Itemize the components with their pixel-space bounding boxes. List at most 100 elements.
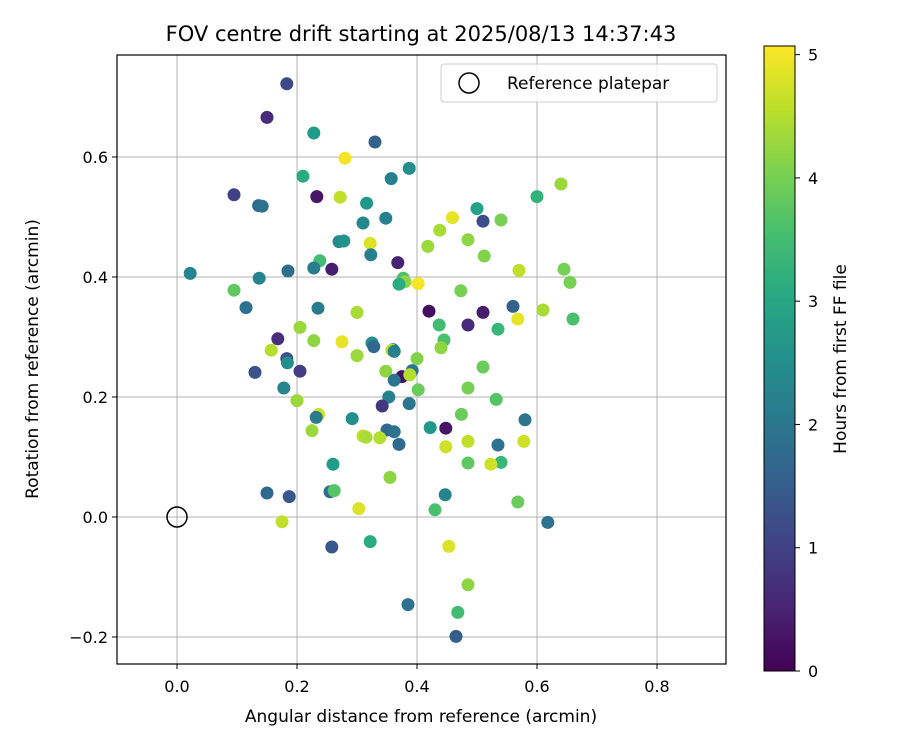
x-axis-label: Angular distance from reference (arcmin) (245, 707, 597, 727)
data-point (325, 262, 339, 276)
data-point (434, 341, 448, 355)
data-point (422, 304, 436, 318)
data-point (428, 503, 442, 517)
colorbar-ticks: 0 1 2 3 4 5 (795, 46, 818, 681)
data-point (476, 360, 490, 374)
data-point (438, 488, 452, 502)
colorbar-tick-label: 4 (808, 169, 818, 188)
y-tick-label: 0.2 (83, 388, 108, 407)
data-point (310, 190, 324, 204)
data-point (280, 356, 294, 370)
data-point (375, 399, 389, 413)
data-point (511, 312, 525, 326)
x-tick-label: 0.8 (644, 677, 669, 696)
data-point (454, 284, 468, 298)
data-point (335, 335, 349, 349)
data-point (239, 301, 253, 315)
data-point (391, 256, 405, 270)
data-point (476, 305, 490, 319)
data-point (484, 457, 498, 471)
data-point (461, 233, 475, 247)
data-point (255, 199, 269, 213)
data-point (359, 430, 373, 444)
data-point (494, 455, 508, 469)
data-point (363, 535, 377, 549)
data-point (451, 605, 465, 619)
data-point (454, 407, 468, 421)
data-point (296, 169, 310, 183)
data-point (290, 394, 304, 408)
data-point (280, 77, 294, 91)
data-point (360, 196, 374, 210)
data-point (338, 151, 352, 165)
data-point (411, 277, 425, 291)
data-point (379, 364, 393, 378)
data-point (461, 381, 475, 395)
data-point (325, 540, 339, 554)
reference-platepar-marker (166, 506, 188, 528)
data-point (541, 515, 555, 529)
data-point (350, 305, 364, 319)
data-point (248, 365, 262, 379)
data-point (281, 264, 295, 278)
legend: Reference platepar (440, 63, 718, 103)
data-point (387, 373, 401, 387)
legend-entry-reference: Reference platepar (507, 74, 669, 94)
data-point (442, 539, 456, 553)
data-point (363, 236, 377, 250)
data-point (387, 344, 401, 358)
data-point (373, 431, 387, 445)
data-point (470, 202, 484, 216)
data-point (326, 457, 340, 471)
data-point (432, 318, 446, 332)
data-point (307, 261, 321, 275)
data-point (260, 486, 274, 500)
data-point (566, 312, 580, 326)
data-point (387, 425, 401, 439)
data-point (421, 239, 435, 253)
plot-frame (116, 54, 727, 665)
data-point (554, 177, 568, 191)
data-point (411, 383, 425, 397)
x-tick-label: 0.0 (164, 677, 189, 696)
data-point (449, 629, 463, 643)
data-point (271, 332, 285, 346)
data-point (536, 303, 550, 317)
data-point (382, 390, 396, 404)
data-point (512, 263, 526, 277)
colorbar-tick-label: 1 (808, 539, 818, 558)
data-point (491, 438, 505, 452)
data-point (477, 249, 491, 263)
data-point (402, 161, 416, 175)
data-point (350, 349, 364, 363)
data-point (345, 412, 359, 426)
data-point (517, 434, 531, 448)
colorbar-tick-label: 0 (808, 662, 818, 681)
data-point (327, 484, 341, 498)
data-point (264, 343, 278, 357)
data-point (439, 421, 453, 435)
data-point (293, 364, 307, 378)
y-axis-ticks: −0.2 0.0 0.2 0.4 0.6 (69, 148, 117, 647)
data-point (557, 262, 571, 276)
data-point (227, 188, 241, 202)
y-tick-label: −0.2 (69, 628, 108, 647)
data-point (392, 277, 406, 291)
data-point (337, 234, 351, 248)
data-point (445, 211, 459, 225)
data-point (461, 434, 475, 448)
y-tick-label: 0.6 (83, 148, 108, 167)
x-tick-label: 0.2 (284, 677, 309, 696)
data-point (379, 211, 393, 225)
data-point (352, 502, 366, 516)
grid-lines (117, 55, 726, 664)
data-point (307, 126, 321, 140)
data-point (183, 266, 197, 280)
data-point (367, 340, 381, 354)
colorbar: 0 1 2 3 4 5 Hours from first FF file (763, 45, 851, 681)
x-axis-ticks: 0.0 0.2 0.4 0.6 0.8 (164, 664, 670, 696)
data-point (293, 320, 307, 334)
colorbar-tick-label: 3 (808, 292, 818, 311)
data-point (506, 299, 520, 313)
